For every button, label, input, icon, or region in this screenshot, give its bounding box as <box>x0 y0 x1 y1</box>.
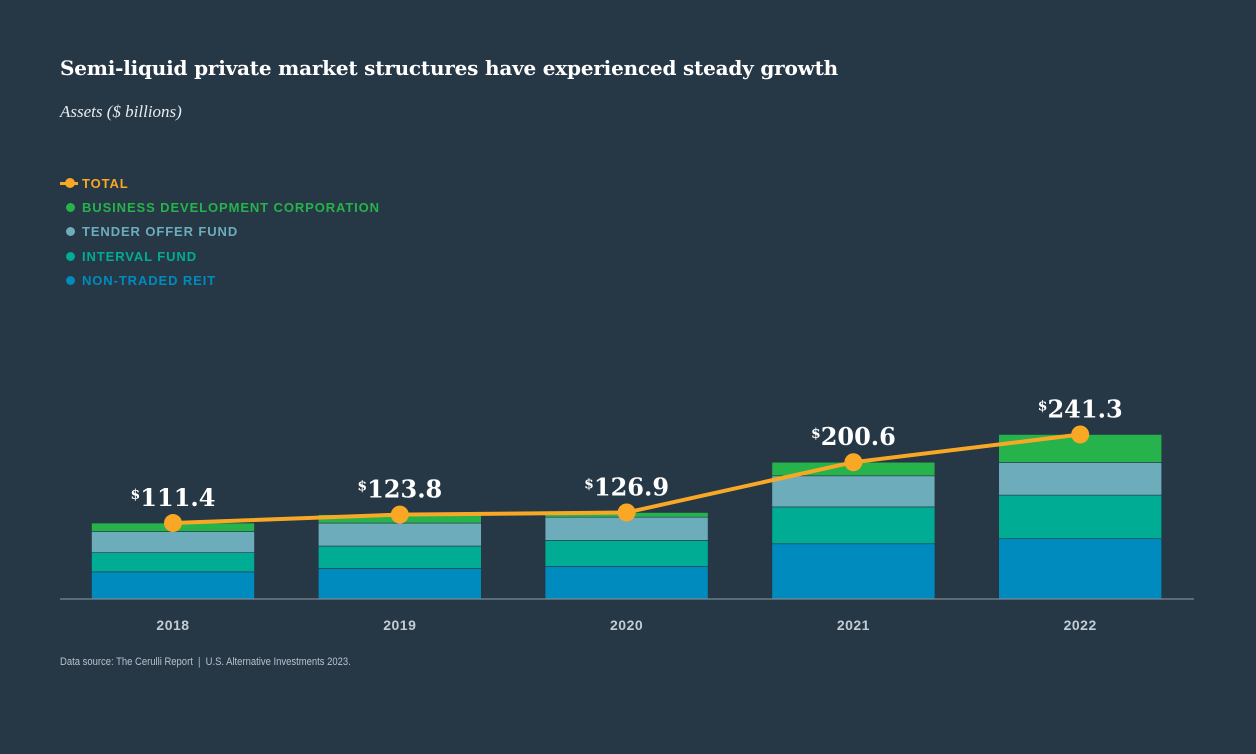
legend-item-non-traded-reit: NON-TRADED REIT <box>60 269 380 293</box>
total-point-2018 <box>164 514 182 533</box>
data-source-note: Data source: The Cerulli Report | U.S. Alt… <box>60 656 351 668</box>
bar-segment-non-traded-reit-2022 <box>998 538 1163 600</box>
x-tick-label-2018: 2018 <box>156 617 189 633</box>
x-tick-label-2020: 2020 <box>610 617 643 633</box>
bar-segment-non-traded-reit-2019 <box>317 568 482 600</box>
x-tick-label-2021: 2021 <box>837 617 870 633</box>
dot-icon <box>66 276 75 286</box>
legend-item-business-development-corporation: BUSINESS DEVELOPMENT CORPORATION <box>60 195 380 219</box>
dot-icon <box>66 251 75 261</box>
bar-segment-tender-offer-fund-2021 <box>771 475 936 508</box>
bar-segment-interval-fund-2021 <box>771 506 936 545</box>
legend-label-business-development-corporation: BUSINESS DEVELOPMENT CORPORATION <box>82 200 380 216</box>
bar-segment-interval-fund-2019 <box>317 545 482 569</box>
total-point-2019 <box>390 505 409 524</box>
total-data-label-2018: $111.4 <box>131 483 216 512</box>
bar-segment-interval-fund-2018 <box>91 552 255 573</box>
bar-segment-interval-fund-2022 <box>998 494 1163 540</box>
legend-label-non-traded-reit: NON-TRADED REIT <box>82 273 217 289</box>
total-data-label-2020: $126.9 <box>584 472 669 501</box>
dot-icon <box>66 203 75 213</box>
bar-segment-non-traded-reit-2021 <box>771 543 936 600</box>
legend-label-total: TOTAL <box>82 175 129 191</box>
total-point-2021 <box>844 453 863 472</box>
legend-label-interval-fund: INTERVAL FUND <box>82 248 197 264</box>
chart-legend: TOTAL BUSINESS DEVELOPMENT CORPORATION T… <box>60 171 380 293</box>
legend-item-total: TOTAL <box>60 171 380 195</box>
bar-segment-tender-offer-fund-2019 <box>317 522 482 547</box>
bar-segment-non-traded-reit-2020 <box>544 566 709 600</box>
publication-text: U.S. Alternative Investments 2023. <box>205 656 351 668</box>
total-data-label-2021: $200.6 <box>811 422 896 451</box>
bar-segment-tender-offer-fund-2022 <box>998 462 1163 496</box>
x-tick-label-2019: 2019 <box>383 617 416 633</box>
legend-label-tender-offer-fund: TENDER OFFER FUND <box>82 224 239 240</box>
total-data-label-2022: $241.3 <box>1038 394 1123 423</box>
bar-segment-non-traded-reit-2018 <box>91 571 255 600</box>
chart-title: Semi-liquid private market structures ha… <box>60 56 839 80</box>
total-data-label-2019: $123.8 <box>357 475 442 504</box>
x-tick-label-2022: 2022 <box>1064 617 1097 633</box>
bar-segment-tender-offer-fund-2018 <box>91 531 255 553</box>
source-text: Data source: The Cerulli Report <box>60 656 193 668</box>
source-separator: | <box>198 656 201 668</box>
chart-subtitle: Assets ($ billions) <box>60 102 182 121</box>
legend-item-interval-fund: INTERVAL FUND <box>60 244 380 268</box>
legend-item-tender-offer-fund: TENDER OFFER FUND <box>60 220 380 244</box>
total-point-2020 <box>617 503 636 522</box>
total-point-2022 <box>1071 425 1090 444</box>
bar-segment-interval-fund-2020 <box>544 540 709 567</box>
dot-icon <box>66 227 75 237</box>
line-marker-icon <box>60 178 78 189</box>
